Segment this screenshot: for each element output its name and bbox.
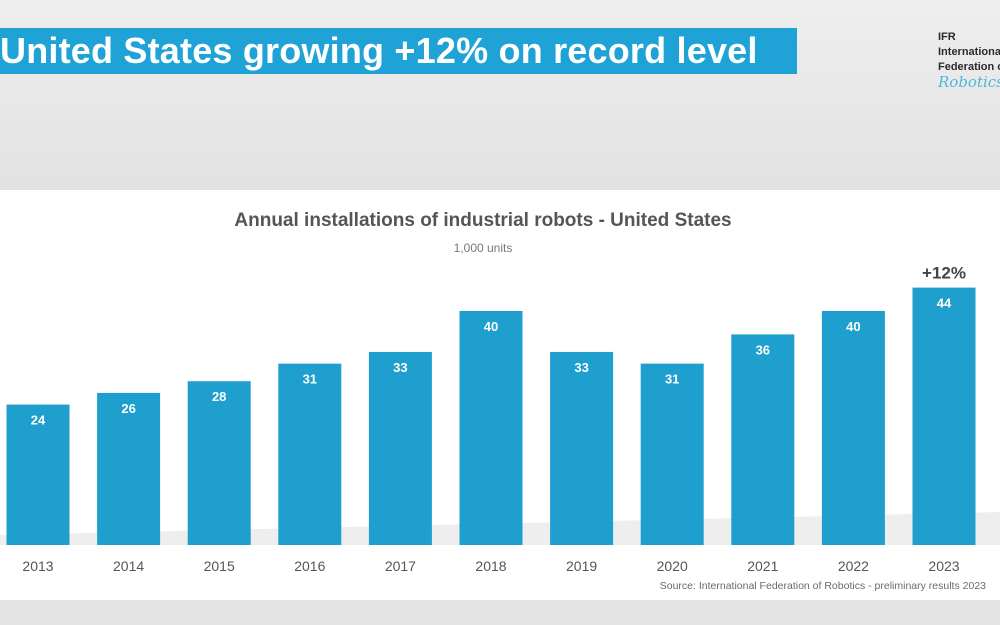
bar-value-label: 40 <box>484 319 498 334</box>
x-tick-label: 2019 <box>566 558 597 574</box>
x-tick-label: 2021 <box>747 558 778 574</box>
x-tick-label: 2014 <box>113 558 144 574</box>
x-tick-label: 2023 <box>928 558 959 574</box>
bar-2017 <box>368 351 432 545</box>
logo-line-2: International <box>938 46 1000 58</box>
bar-value-label: 33 <box>574 360 588 375</box>
logo-line-3: Federation of <box>938 61 1000 73</box>
bar-2013 <box>6 404 70 545</box>
x-tick-label: 2013 <box>22 558 53 574</box>
bar-2014 <box>97 392 161 545</box>
logo-line-4: Robotics <box>938 73 1000 91</box>
bar-2018 <box>459 311 523 545</box>
chart-title: Annual installations of industrial robot… <box>234 210 732 231</box>
x-tick-label: 2022 <box>838 558 869 574</box>
bar-2022 <box>821 311 885 545</box>
growth-annotation: +12% <box>922 264 966 283</box>
bar-value-label: 31 <box>303 372 317 387</box>
x-tick-label: 2016 <box>294 558 325 574</box>
logo-line-1: IFR <box>938 31 956 43</box>
bar-2021 <box>731 334 795 545</box>
bar-value-label: 28 <box>212 389 226 404</box>
x-tick-label: 2020 <box>657 558 688 574</box>
bar-value-label: 36 <box>756 342 770 357</box>
source-note: Source: International Federation of Robo… <box>659 580 986 592</box>
x-tick-label: 2017 <box>385 558 416 574</box>
bar-value-label: 44 <box>937 296 952 311</box>
bar-2023 <box>912 287 976 545</box>
bar-2016 <box>278 363 342 545</box>
bar-value-label: 33 <box>393 360 407 375</box>
x-tick-label: 2018 <box>475 558 506 574</box>
x-tick-label: 2015 <box>204 558 235 574</box>
bar-value-label: 31 <box>665 372 679 387</box>
bar-2019 <box>550 351 614 545</box>
bar-value-label: 24 <box>31 413 46 428</box>
chart-subtitle: 1,000 units <box>453 241 513 255</box>
bar-2015 <box>187 381 251 545</box>
bar-2020 <box>640 363 704 545</box>
bar-value-label: 40 <box>846 319 860 334</box>
bar-value-label: 26 <box>121 401 135 416</box>
slide-footer-band <box>0 600 1000 625</box>
ifr-logo: IFR International Federation of Robotics <box>938 30 1000 100</box>
slide-title: United States growing +12% on record lev… <box>0 28 797 74</box>
